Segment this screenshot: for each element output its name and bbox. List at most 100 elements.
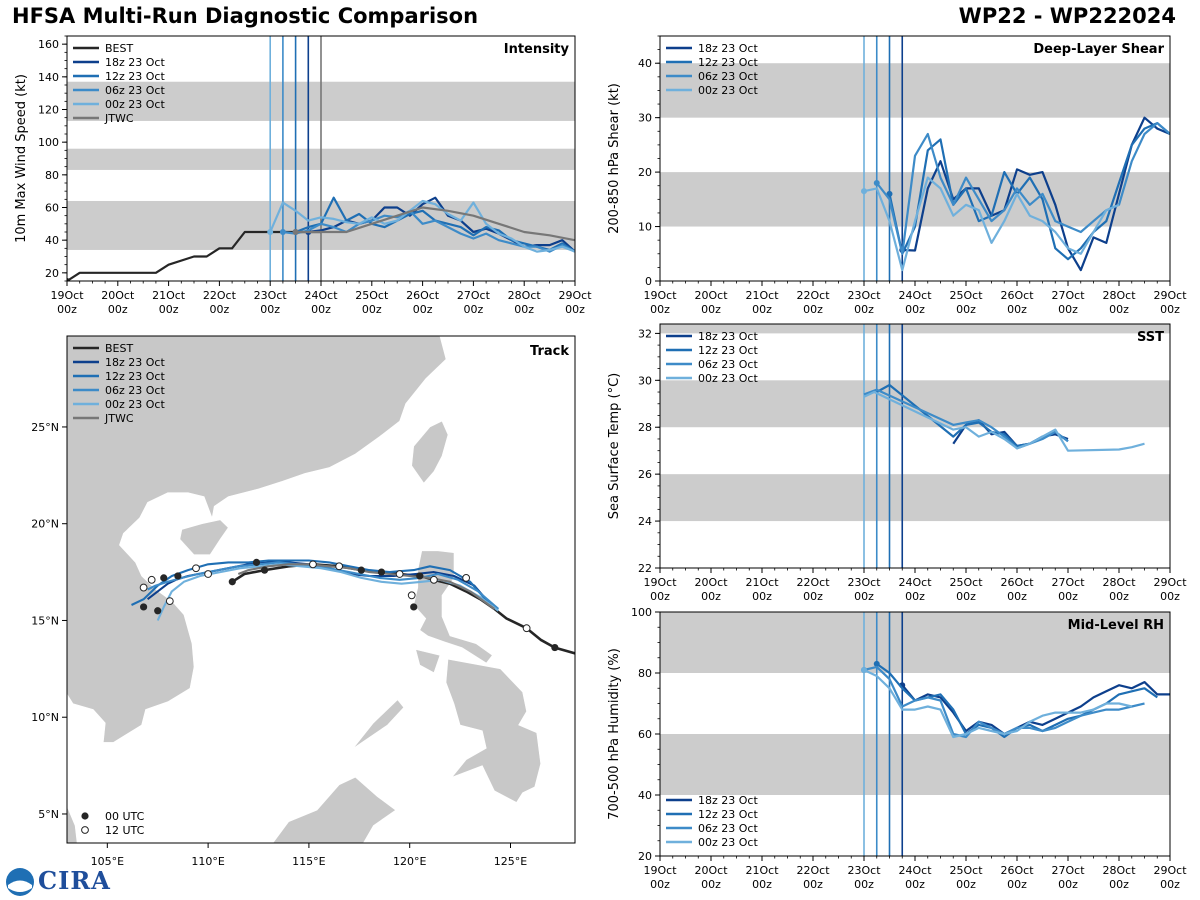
- y-tick-label: 120: [38, 104, 59, 117]
- y-tick-label: 20: [638, 850, 652, 863]
- series-start-point-12z: [873, 660, 880, 667]
- intensity-panel: 20 40 60 80 100 120 140 160 10m Max Wind Speed (…: [14, 35, 576, 282]
- visayas-mindanao-land: [445, 658, 542, 803]
- x-tick-label: 28Oct: [508, 289, 542, 302]
- lon-tick-label: 105°E: [91, 855, 124, 868]
- track-point-12utc: [204, 570, 213, 578]
- series-line-00z: [863, 176, 1120, 272]
- x-tick-sublabel: 00z: [413, 303, 433, 316]
- legend-label: 12z 23 Oct: [698, 808, 758, 821]
- sst-y-axis-label: Sea Surface Temp (°C): [607, 373, 622, 520]
- legend-label: 06z 23 Oct: [698, 70, 758, 83]
- x-tick-sublabel: 00z: [905, 878, 925, 891]
- threshold-band: [660, 734, 1170, 795]
- borneo-land: [272, 776, 397, 843]
- x-tick-sublabel: 00z: [1109, 303, 1129, 316]
- x-tick-label: 27Oct: [1051, 576, 1085, 589]
- y-tick-label: 30: [638, 374, 652, 387]
- x-tick-label: 26Oct: [1000, 576, 1034, 589]
- series-start-point-00z: [861, 666, 867, 673]
- series-line-06z: [875, 121, 1170, 255]
- x-tick-sublabel: 00z: [1007, 303, 1027, 316]
- cira-logo-text: CIRA: [38, 866, 111, 895]
- y-tick-label: 32: [638, 327, 652, 340]
- lon-tick-label: 125°E: [494, 855, 527, 868]
- x-tick-label: 29Oct: [1153, 289, 1187, 302]
- noaa-wave-icon: [8, 880, 32, 892]
- intensity-plot-area: [67, 36, 575, 281]
- x-tick-label: 23Oct: [847, 864, 881, 877]
- x-tick-label: 19Oct: [50, 289, 84, 302]
- rh-plot-area: [660, 612, 1170, 856]
- shear-panel-title: Deep-Layer Shear: [1033, 42, 1164, 57]
- x-tick-label: 26Oct: [406, 289, 440, 302]
- x-tick-sublabel: 00z: [752, 303, 772, 316]
- lon-tick-label: 115°E: [292, 855, 325, 868]
- x-tick-sublabel: 00z: [956, 878, 976, 891]
- lat-tick-label: 25°N: [31, 421, 59, 434]
- x-tick-label: 27Oct: [457, 289, 491, 302]
- intensity-panel-title: Intensity: [504, 42, 570, 57]
- lon-tick-label: 110°E: [191, 855, 224, 868]
- malay-peninsula-land: [67, 806, 78, 843]
- x-tick-sublabel: 00z: [752, 590, 772, 603]
- mindoro-land: [415, 649, 441, 674]
- track-point-00utc: [154, 607, 162, 615]
- x-tick-label: 28Oct: [1102, 289, 1136, 302]
- x-tick-sublabel: 00z: [905, 303, 925, 316]
- x-tick-label: 27Oct: [1051, 864, 1085, 877]
- legend-label: 12z 23 Oct: [105, 370, 165, 383]
- y-tick-label: 24: [638, 515, 652, 528]
- noaa-cira-logo: [6, 868, 34, 896]
- series-start-point-BEST: [67, 278, 70, 281]
- legend-label: 06z 23 Oct: [698, 358, 758, 371]
- threshold-band: [660, 63, 1170, 118]
- track-point-00utc: [140, 603, 148, 611]
- track-point-12utc: [522, 624, 531, 633]
- series-line-00z: [269, 199, 575, 253]
- x-tick-label: 28Oct: [1102, 576, 1136, 589]
- y-tick-label: 60: [45, 202, 59, 215]
- lat-tick-label: 5°N: [38, 808, 59, 821]
- x-tick-label: 25Oct: [949, 289, 983, 302]
- track-point-12utc: [462, 573, 471, 582]
- x-tick-sublabel: 00z: [57, 303, 77, 316]
- y-tick-label: 80: [638, 667, 652, 680]
- y-tick-label: 100: [38, 136, 59, 149]
- x-tick-label: 26Oct: [1000, 864, 1034, 877]
- series-start-point-06z: [873, 180, 880, 186]
- rh-x-axis: 19Oct00z20Oct00z21Oct00z22Oct00z23Oct00z…: [643, 856, 1187, 891]
- x-tick-sublabel: 00z: [1007, 590, 1027, 603]
- track-point-00utc: [357, 566, 365, 574]
- legend-label: 00z 23 Oct: [698, 836, 758, 849]
- x-tick-label: 23Oct: [847, 289, 881, 302]
- x-tick-label: 21Oct: [152, 289, 186, 302]
- legend-label: 06z 23 Oct: [105, 384, 165, 397]
- x-tick-label: 20Oct: [694, 864, 728, 877]
- x-tick-label: 29Oct: [1153, 864, 1187, 877]
- series-line-18z: [902, 116, 1170, 272]
- lat-tick-label: 10°N: [31, 711, 59, 724]
- legend-marker-00utc: [81, 812, 89, 820]
- legend-label: 18z 23 Oct: [105, 356, 165, 369]
- series-start-point-06z: [279, 229, 286, 235]
- sst-x-axis: 19Oct00z20Oct00z21Oct00z22Oct00z23Oct00z…: [643, 568, 1187, 603]
- y-tick-label: 22: [638, 562, 652, 575]
- track-point-12utc: [192, 564, 200, 573]
- x-tick-sublabel: 00z: [565, 303, 585, 316]
- x-tick-sublabel: 00z: [1160, 878, 1180, 891]
- series-start-point-00z: [861, 188, 867, 195]
- track-panel-title: Track: [530, 344, 569, 359]
- shear-plot-area: [660, 36, 1170, 281]
- x-tick-label: 20Oct: [694, 576, 728, 589]
- series-line-JTWC: [295, 206, 575, 242]
- y-tick-label: 20: [638, 166, 652, 179]
- x-tick-sublabel: 00z: [701, 590, 721, 603]
- track-point-00utc: [551, 643, 559, 652]
- track-point-00utc: [252, 558, 261, 567]
- lat-tick-label: 20°N: [31, 518, 59, 531]
- sst-panel: 22 24 26 28 30 32 Sea Surface Temp (°C) SST 18z …: [607, 323, 1171, 575]
- track-point-12utc: [407, 591, 416, 600]
- taiwan-land: [411, 420, 449, 484]
- threshold-band: [660, 380, 1170, 428]
